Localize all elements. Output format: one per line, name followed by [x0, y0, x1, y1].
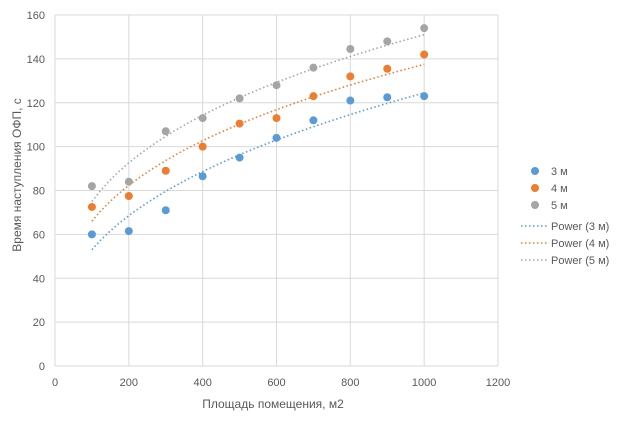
data-point — [309, 92, 318, 101]
y-tick-label: 100 — [27, 142, 45, 154]
y-tick-label: 120 — [27, 98, 45, 110]
data-point — [235, 94, 244, 103]
legend-label: 3 м — [551, 166, 568, 178]
y-tick-label: 160 — [27, 10, 45, 22]
data-point — [272, 133, 281, 142]
data-point — [383, 64, 392, 73]
y-tick-label: 0 — [39, 361, 45, 373]
grid — [54, 14, 499, 367]
data-point — [235, 153, 244, 162]
x-tick-label: 1000 — [412, 377, 436, 389]
data-point — [383, 37, 392, 46]
tick-labels: 0 20 40 60 80 100 120 140 160 0 200 400 600 800 1000 12… — [27, 10, 511, 389]
x-tick-label: 800 — [341, 377, 359, 389]
data-point — [272, 81, 281, 90]
legend-item: 5 м — [531, 200, 568, 212]
data-point — [87, 182, 96, 191]
data-points — [87, 24, 429, 239]
legend-item: Power (5 м) — [521, 255, 609, 267]
x-tick-label: 1200 — [486, 377, 510, 389]
legend-marker — [531, 167, 539, 175]
data-point — [383, 93, 392, 102]
legend-label: Power (5 м) — [551, 255, 609, 267]
y-axis-title: Время наступления ОФП, с — [10, 98, 24, 251]
y-tick-label: 20 — [33, 317, 45, 329]
y-tick-label: 140 — [27, 54, 45, 66]
y-tick-label: 60 — [33, 229, 45, 241]
data-point — [309, 63, 318, 72]
data-point — [420, 24, 429, 33]
data-point — [198, 172, 207, 181]
data-point — [235, 119, 244, 128]
y-tick-label: 40 — [33, 273, 45, 285]
data-point — [198, 114, 207, 123]
data-point — [420, 50, 429, 59]
legend-item: 3 м — [531, 166, 568, 178]
trendlines — [91, 33, 425, 251]
data-point — [124, 227, 133, 236]
data-point — [161, 206, 170, 215]
data-point — [346, 72, 355, 81]
data-point — [161, 127, 170, 136]
legend-item: Power (3 м) — [521, 221, 609, 233]
data-point — [87, 230, 96, 239]
x-tick-label: 400 — [193, 377, 211, 389]
legend-item: 4 м — [531, 183, 568, 195]
data-point — [124, 177, 133, 186]
legend-label: 5 м — [551, 200, 568, 212]
data-point — [309, 116, 318, 125]
legend-label: 4 м — [551, 183, 568, 195]
x-axis-title: Площадь помещения, м2 — [202, 397, 344, 411]
data-point — [346, 45, 355, 54]
data-point — [87, 202, 96, 211]
legend-marker — [531, 184, 539, 192]
trendline — [91, 33, 425, 202]
data-point — [124, 191, 133, 200]
data-point — [272, 114, 281, 123]
data-point — [420, 92, 429, 101]
data-point — [346, 96, 355, 105]
x-tick-label: 200 — [120, 377, 138, 389]
legend-label: Power (3 м) — [551, 221, 609, 233]
legend-marker — [531, 201, 539, 209]
x-tick-label: 0 — [52, 377, 58, 389]
trendline — [91, 63, 425, 222]
data-point — [161, 166, 170, 175]
legend: 3 м 4 м 5 м Power (3 м) Power (4 м) Power (5 … — [521, 166, 609, 267]
legend-item: Power (4 м) — [521, 238, 609, 250]
trendline — [91, 92, 425, 251]
legend-label: Power (4 м) — [551, 238, 609, 250]
data-point — [198, 142, 207, 151]
y-tick-label: 80 — [33, 186, 45, 198]
x-tick-label: 600 — [267, 377, 285, 389]
